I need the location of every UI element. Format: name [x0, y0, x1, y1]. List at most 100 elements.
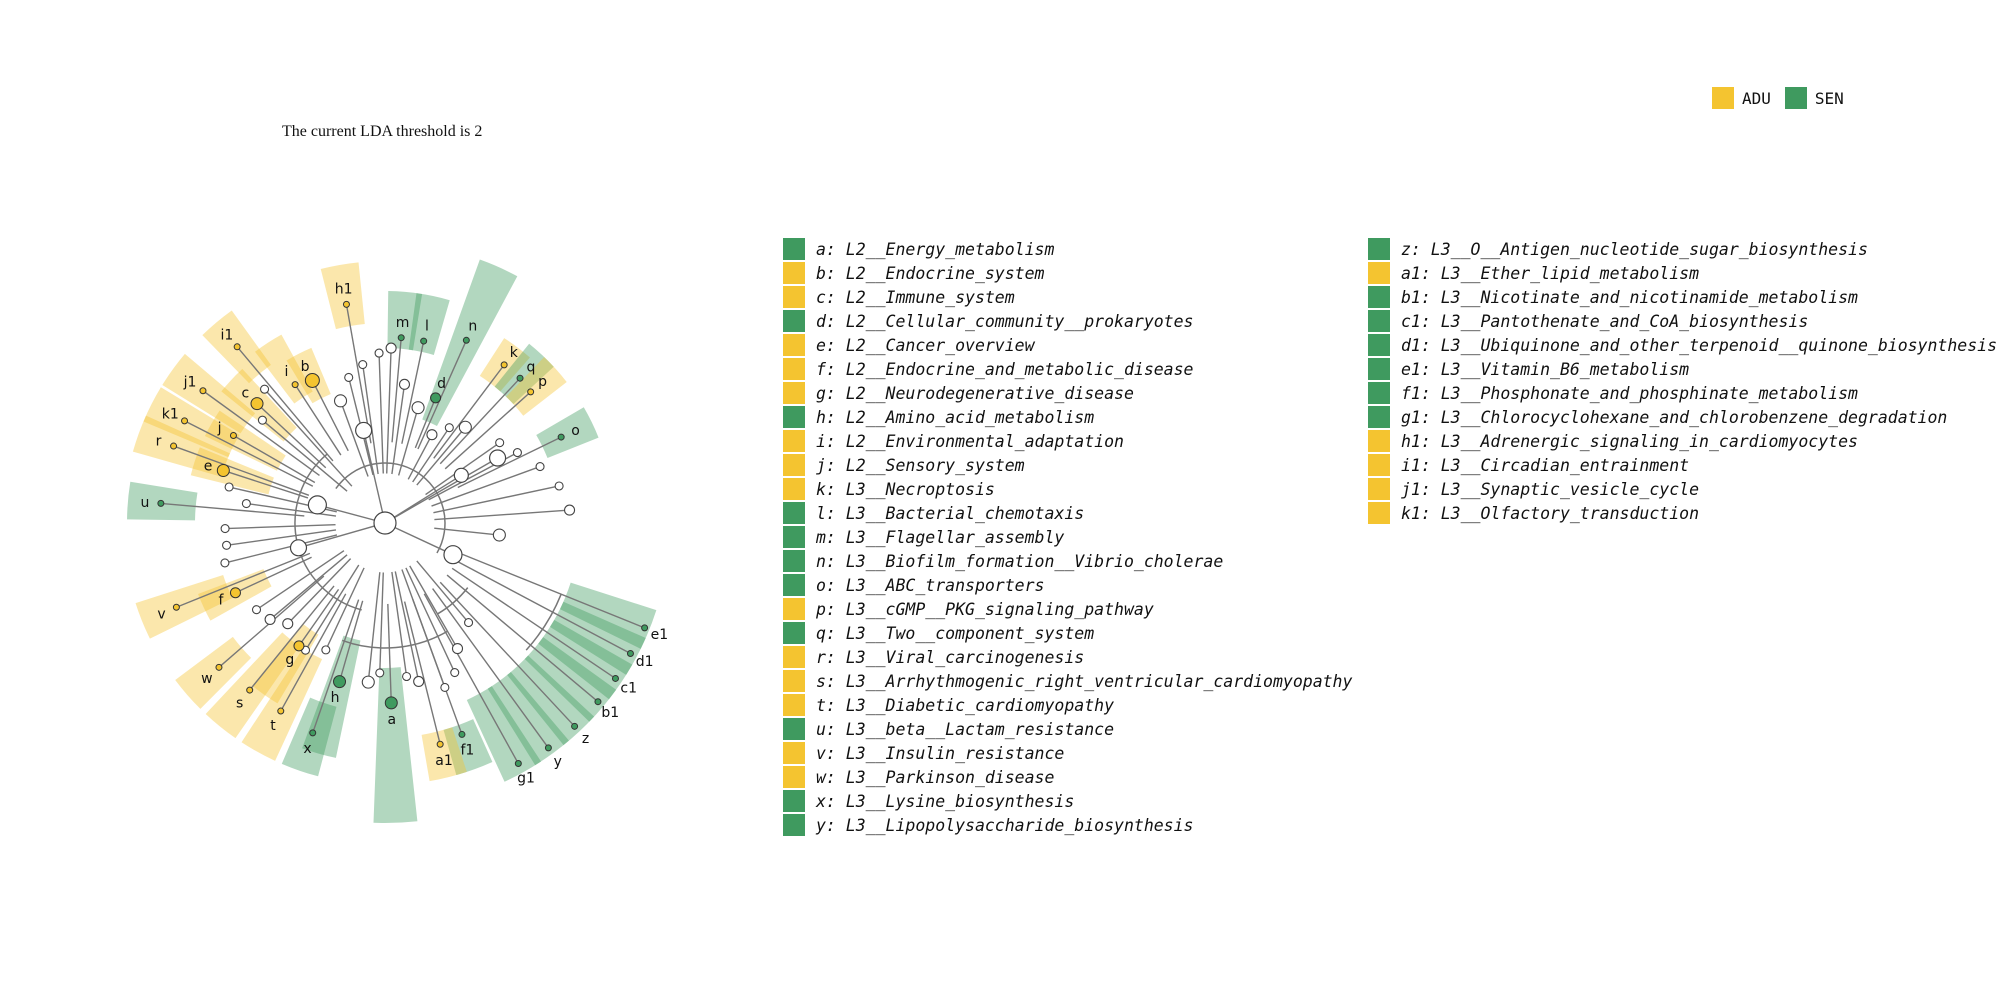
node-y: [544, 744, 552, 752]
branch-k: [433, 364, 505, 459]
legend-label: k1: L3__Olfactory_transduction: [1401, 503, 1700, 523]
legend-row-b: b: L2__Endocrine_system: [783, 261, 1352, 285]
group-legend-item: SEN: [1784, 87, 1844, 109]
clade-node: [355, 421, 373, 440]
node-k: [500, 361, 508, 369]
clade-label-w: w: [201, 671, 212, 687]
node: [563, 504, 576, 516]
legend-row-e: e: L2__Cancer_overview: [783, 333, 1352, 357]
group-legend-label: SEN: [1814, 88, 1844, 108]
legend-label: u: L3__beta__Lactam_resistance: [816, 719, 1115, 739]
node: [375, 668, 385, 678]
legend-row-k1: k1: L3__Olfactory_transduction: [1368, 501, 1997, 525]
highlight-sector-a: [373, 667, 418, 823]
branch: [416, 426, 466, 486]
legend-label: h: L2__Amino_acid_metabolism: [816, 407, 1095, 427]
taxa-legend-column-1: a: L2__Energy_metabolism b: L2__Endocrine…: [783, 237, 1352, 837]
legend-row-v: v: L3__Insulin_resistance: [783, 741, 1352, 765]
clade-node: [289, 539, 308, 557]
clade-arc: [341, 630, 448, 649]
legend-row-r: r: L3__Viral_carcinogenesis: [783, 645, 1352, 669]
node-b: [304, 372, 320, 388]
legend-swatch: [783, 526, 805, 548]
legend-swatch: [783, 766, 805, 788]
branch-r: [173, 445, 310, 496]
clade-label-g1: g1: [517, 771, 535, 787]
branch: [362, 364, 379, 475]
node: [344, 372, 354, 383]
branch-u: [160, 502, 305, 517]
legend-swatch: [1368, 358, 1390, 380]
node-e: [216, 463, 230, 477]
node-b1: [594, 698, 602, 706]
legend-row-d1: d1: L3__Ubiquinone_and_other_terpenoid__…: [1368, 333, 1997, 357]
highlight-sector-i: [255, 334, 313, 404]
legend-row-g1: g1: L3__Chlorocyclohexane_and_chlorobenz…: [1368, 405, 1997, 429]
branch: [397, 407, 419, 476]
node-u: [157, 499, 165, 507]
legend-row-x: x: L3__Lysine_biosynthesis: [783, 789, 1352, 813]
legend-swatch: [783, 238, 805, 260]
node: [264, 613, 276, 625]
legend-swatch: [1368, 406, 1390, 428]
highlight-sector-e1: [559, 582, 657, 649]
branch: [405, 567, 456, 673]
clade-label-d: d: [437, 376, 446, 392]
branch-k1: [184, 420, 314, 487]
legend-row-k: k: L3__Necroptosis: [783, 477, 1352, 501]
branch: [367, 572, 381, 683]
legend-label: h1: L3__Adrenergic_signaling_in_cardiomy…: [1401, 431, 1858, 451]
clade-label-z: z: [582, 731, 589, 747]
legend-swatch: [783, 550, 805, 572]
branch: [304, 564, 360, 651]
clade-node: [453, 467, 469, 483]
legend-row-a: a: L2__Energy_metabolism: [783, 237, 1352, 261]
branch-g: [298, 588, 340, 647]
legend-row-t: t: L3__Diabetic_cardiomyopathy: [783, 693, 1352, 717]
legend-swatch: [783, 286, 805, 308]
node: [495, 438, 505, 448]
legend-swatch: [783, 814, 805, 836]
highlight-sector-h1: [320, 262, 365, 330]
node: [385, 342, 397, 354]
node-layer: [157, 300, 649, 768]
legend-label: j: L2__Sensory_system: [816, 455, 1025, 475]
legend-row-i: i: L2__Environmental_adaptation: [783, 429, 1352, 453]
legend-swatch: [1368, 502, 1390, 524]
node-c1: [611, 674, 619, 682]
legend-swatch: [1368, 286, 1390, 308]
node-i1: [233, 343, 241, 351]
highlight-sector-h: [302, 635, 361, 758]
node: [361, 675, 375, 689]
legend-label: n: L3__Biofilm_formation__Vibrio_cholera…: [816, 551, 1224, 571]
node-m: [397, 334, 405, 342]
node-r: [170, 442, 178, 450]
legend-swatch: [783, 598, 805, 620]
legend-swatch: [783, 382, 805, 404]
node: [411, 401, 425, 415]
legend-swatch: [1368, 334, 1390, 356]
branch-g1: [423, 593, 519, 764]
highlight-sector-k1: [143, 387, 240, 458]
branch-i: [294, 384, 342, 456]
highlight-sector-a1: [421, 727, 467, 782]
node-g: [293, 640, 305, 652]
branch-s: [249, 585, 335, 691]
legend-row-c: c: L2__Immune_system: [783, 285, 1352, 309]
node: [241, 498, 251, 509]
highlight-sector-j1: [162, 353, 256, 434]
node: [444, 423, 454, 433]
branch-l: [401, 340, 425, 444]
clade-label-d1: d1: [636, 654, 654, 670]
clade-node: [307, 495, 327, 515]
legend-row-p: p: L3__cGMP__PKG_signaling_pathway: [783, 597, 1352, 621]
legend-label: l: L3__Bacterial_chemotaxis: [816, 503, 1085, 523]
legend-label: o: L3__ABC_transporters: [816, 575, 1045, 595]
node: [492, 528, 506, 542]
branch-c1: [451, 567, 616, 680]
highlight-sector-c1: [538, 619, 633, 700]
legend-swatch: [783, 742, 805, 764]
legend-label: q: L3__Two__component_system: [816, 623, 1095, 643]
legend-swatch: [1368, 262, 1390, 284]
branch-z: [439, 581, 576, 727]
